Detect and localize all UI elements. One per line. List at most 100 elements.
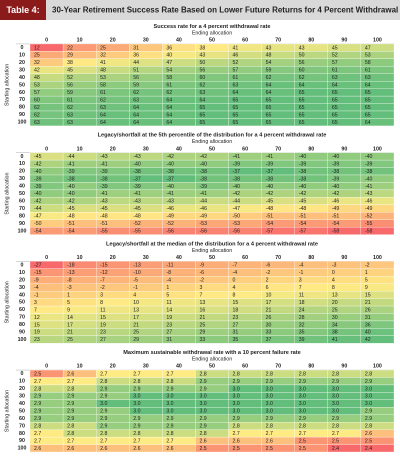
cell-value: -42 xyxy=(233,191,241,197)
cell-value: 42 xyxy=(365,337,371,343)
column-header: 0 xyxy=(45,146,48,152)
cell-value: 5 xyxy=(166,292,169,298)
cell-value: 2.9 xyxy=(233,379,240,385)
cell-value: -39 xyxy=(100,169,108,175)
cell-value: 65 xyxy=(299,120,305,126)
cell-value: -52 xyxy=(166,221,174,227)
cell-value: 65 xyxy=(299,90,305,96)
cell-value: 2.9 xyxy=(100,409,107,415)
column-header: 40 xyxy=(176,364,182,370)
cell-value: 62 xyxy=(67,105,73,111)
cell-value: 2.9 xyxy=(365,409,372,415)
cell-value: 2.9 xyxy=(100,424,107,430)
cell-value: -5 xyxy=(133,278,138,284)
cell-value: 63 xyxy=(67,112,73,118)
column-header: 20 xyxy=(110,38,116,44)
cell-value: 54 xyxy=(266,60,272,66)
cell-value: 2.6 xyxy=(133,446,140,452)
cell-value: 23 xyxy=(233,315,239,321)
cell-value: 2.9 xyxy=(365,416,372,422)
cell-value: 21 xyxy=(199,315,205,321)
cell-value: 2.9 xyxy=(365,379,372,385)
cell-value: 3.0 xyxy=(166,409,173,415)
cell-value: -46 xyxy=(199,206,207,212)
cell-value: -40 xyxy=(299,184,307,190)
column-header: 100 xyxy=(373,38,382,44)
row-header: 50 xyxy=(19,408,25,414)
cell-value: -41 xyxy=(166,191,174,197)
cell-value: 64 xyxy=(166,112,172,118)
cell-value: 2.5 xyxy=(332,438,339,444)
cell-value: -38 xyxy=(299,176,307,182)
cell-value: 65 xyxy=(266,97,272,103)
row-header: 90 xyxy=(19,438,25,444)
cell-value: 3.0 xyxy=(332,386,339,392)
cell-value: -44 xyxy=(233,199,241,205)
cell-value: 2.7 xyxy=(34,438,41,444)
cell-value: 2.9 xyxy=(100,386,107,392)
cell-value: 2.8 xyxy=(199,371,206,377)
cell-value: 48 xyxy=(266,53,272,59)
cell-value: 47 xyxy=(365,45,371,51)
cell-value: 65 xyxy=(299,97,305,103)
cell-value: -37 xyxy=(166,176,174,182)
cell-value: 27 xyxy=(166,330,172,336)
cell-value: 18 xyxy=(233,307,239,313)
cell-value: 2.5 xyxy=(266,446,273,452)
cell-value: -41 xyxy=(67,161,75,167)
cell-value: 59 xyxy=(67,90,73,96)
cell-value: -53 xyxy=(199,221,207,227)
cell-value: -40 xyxy=(332,184,340,190)
cell-value: 65 xyxy=(199,112,205,118)
column-header: 0 xyxy=(45,38,48,44)
cell-value: -38 xyxy=(233,176,241,182)
cell-value: 63 xyxy=(34,120,40,126)
row-header: 10 xyxy=(19,270,25,276)
cell-value: -42 xyxy=(34,161,42,167)
cell-value: 31 xyxy=(166,337,172,343)
cell-value: 2.9 xyxy=(299,416,306,422)
cell-value: -39 xyxy=(233,161,241,167)
cell-value: 2.8 xyxy=(67,424,74,430)
cell-value: 51 xyxy=(133,68,139,74)
cell-value: 2.8 xyxy=(133,379,140,385)
cell-value: 38 xyxy=(67,60,73,66)
row-header: 90 xyxy=(19,112,25,118)
cell-value: -45 xyxy=(34,154,42,160)
cell-value: 65 xyxy=(199,105,205,111)
cell-value: 64 xyxy=(266,90,272,96)
cell-value: 35 xyxy=(233,337,239,343)
cell-value: 3.0 xyxy=(266,386,273,392)
cell-value: -8 xyxy=(67,278,72,284)
cell-value: -54 xyxy=(332,221,340,227)
cell-value: -46 xyxy=(332,199,340,205)
cell-value: 61 xyxy=(365,68,371,74)
cell-value: -10 xyxy=(133,270,141,276)
cell-value: -38 xyxy=(332,169,340,175)
cell-value: 21 xyxy=(365,300,371,306)
cell-value: -43 xyxy=(365,191,373,197)
cell-value: 2.8 xyxy=(34,386,41,392)
row-header: 10 xyxy=(19,161,25,167)
column-header: 20 xyxy=(110,146,116,152)
cell-value: 21 xyxy=(266,307,272,313)
column-header: 100 xyxy=(373,364,382,370)
cell-value: 64 xyxy=(133,120,139,126)
cell-value: 2.9 xyxy=(100,394,107,400)
cell-value: 3.0 xyxy=(233,409,240,415)
x-axis-label: Ending allocation xyxy=(192,357,232,363)
row-header: 80 xyxy=(19,105,25,111)
cell-value: 23 xyxy=(100,330,106,336)
cell-value: 15 xyxy=(233,300,239,306)
cell-value: -1 xyxy=(133,285,138,291)
cell-value: 2.7 xyxy=(166,438,173,444)
cell-value: 2.9 xyxy=(199,416,206,422)
cell-value: -41 xyxy=(233,154,241,160)
cell-value: 2.7 xyxy=(133,438,140,444)
cell-value: 2.8 xyxy=(133,431,140,437)
cell-value: 3.0 xyxy=(233,386,240,392)
column-header: 50 xyxy=(209,146,215,152)
cell-value: 2.8 xyxy=(233,424,240,430)
cell-value: -42 xyxy=(34,199,42,205)
cell-value: 29 xyxy=(199,330,205,336)
